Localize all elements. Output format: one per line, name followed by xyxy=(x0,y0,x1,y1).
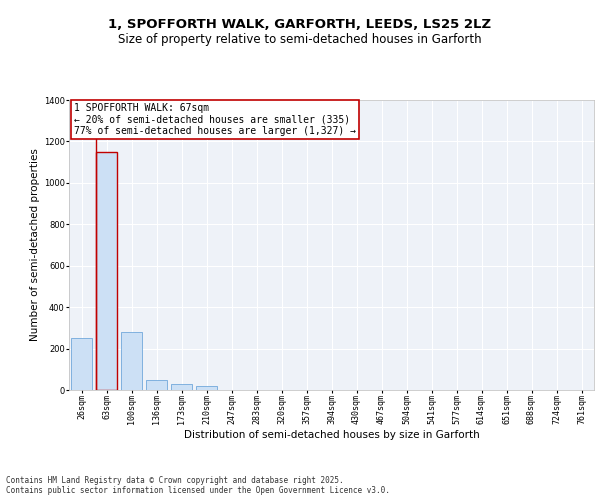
Bar xyxy=(146,380,167,390)
Y-axis label: Number of semi-detached properties: Number of semi-detached properties xyxy=(29,148,40,342)
Text: Size of property relative to semi-detached houses in Garforth: Size of property relative to semi-detach… xyxy=(118,32,482,46)
Text: 1, SPOFFORTH WALK, GARFORTH, LEEDS, LS25 2LZ: 1, SPOFFORTH WALK, GARFORTH, LEEDS, LS25… xyxy=(109,18,491,30)
X-axis label: Distribution of semi-detached houses by size in Garforth: Distribution of semi-detached houses by … xyxy=(184,430,479,440)
Text: Contains HM Land Registry data © Crown copyright and database right 2025.
Contai: Contains HM Land Registry data © Crown c… xyxy=(6,476,390,495)
Bar xyxy=(71,338,92,390)
Text: 1 SPOFFORTH WALK: 67sqm
← 20% of semi-detached houses are smaller (335)
77% of s: 1 SPOFFORTH WALK: 67sqm ← 20% of semi-de… xyxy=(74,103,356,136)
Bar xyxy=(96,152,117,390)
Bar xyxy=(121,332,142,390)
Bar xyxy=(171,384,192,390)
Bar xyxy=(196,386,217,390)
